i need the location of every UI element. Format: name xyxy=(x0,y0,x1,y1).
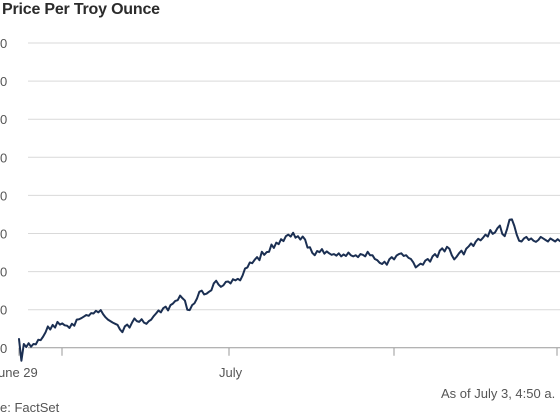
x-axis: une 29 July xyxy=(0,347,560,380)
x-tick-label: July xyxy=(219,365,243,380)
y-tick-label: 0 xyxy=(0,36,7,51)
y-tick-label: 0 xyxy=(0,265,7,280)
timestamp-note: As of July 3, 4:50 a. xyxy=(441,386,556,401)
source-credit: e: FactSet xyxy=(0,400,60,415)
y-tick-label: 0 xyxy=(0,112,7,127)
y-tick-label: 0 xyxy=(0,341,7,356)
gridlines xyxy=(28,42,560,311)
series-line xyxy=(18,218,560,362)
y-axis-tick-labels: 0 0 0 0 0 0 0 0 0 xyxy=(0,36,7,356)
y-tick-label: 0 xyxy=(0,227,7,242)
y-tick-label: 0 xyxy=(0,150,7,165)
x-tick-label: une 29 xyxy=(0,365,38,380)
y-tick-label: 0 xyxy=(0,74,7,89)
chart-title: Price Per Troy Ounce xyxy=(2,1,160,18)
y-tick-label: 0 xyxy=(0,303,7,318)
price-series xyxy=(18,218,560,362)
y-tick-label: 0 xyxy=(0,188,7,203)
